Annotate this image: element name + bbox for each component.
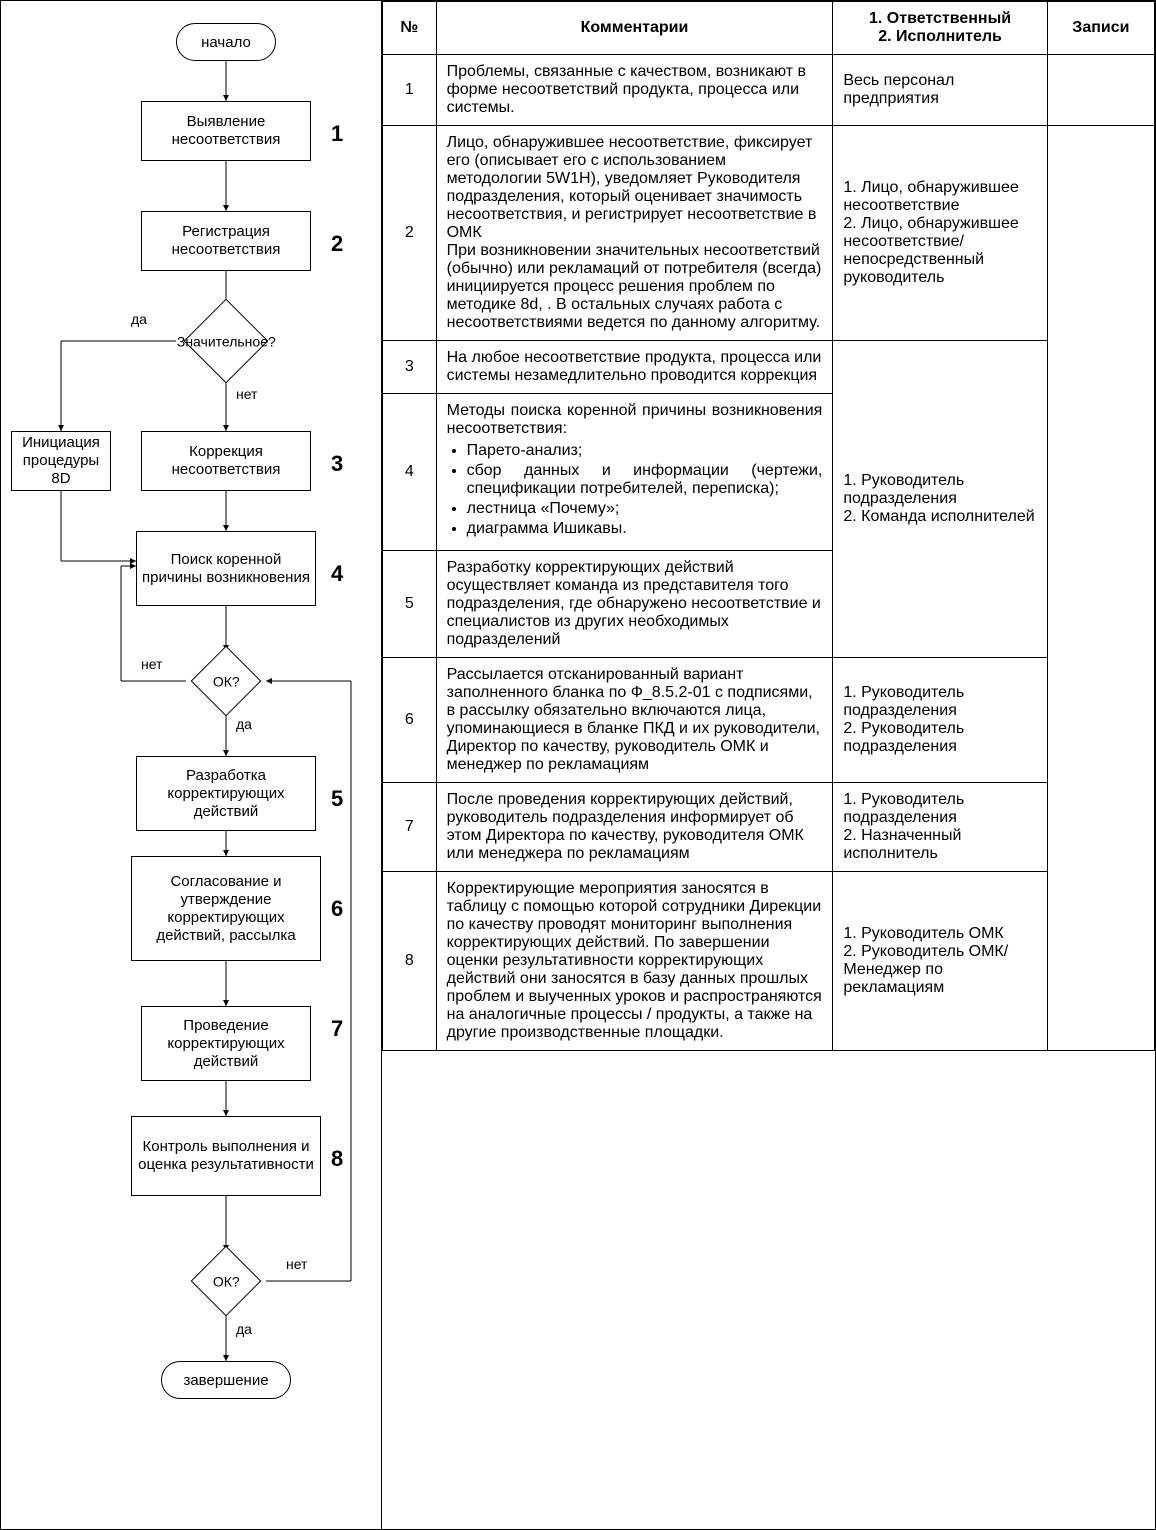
fc-start-terminal: начало [176,23,276,61]
flowchart-column: начало Выявление несоответствия 1 Регист… [1,1,381,1529]
fc-d3-no-label: нет [286,1256,307,1272]
fc-stepnum-4: 4 [331,561,343,587]
table-row: 1Проблемы, связанные с качеством, возник… [383,55,1155,126]
cell-num: 7 [383,783,437,872]
cell-num: 8 [383,872,437,1051]
fc-decision-ok2-text: ОК? [213,1273,240,1289]
fc-d2-no-label: нет [141,656,162,672]
cell-num: 1 [383,55,437,126]
cell-responsible: 1. Лицо, обнаружившее несоответствие 2. … [833,126,1047,341]
cell-responsible: 1. Руководитель подразделения 2. Руковод… [833,658,1047,783]
fc-node-1-text: Выявление несоответствия [146,113,306,149]
fc-node-8: Контроль выполнения и оценка результатив… [131,1116,321,1196]
cell-responsible: 1. Руководитель подразделения 2. Назначе… [833,783,1047,872]
cell-records [1047,55,1154,126]
fc-d1-yes-label: да [131,311,147,327]
fc-d3-yes-label: да [236,1321,252,1337]
cell-num: 6 [383,658,437,783]
fc-node-1: Выявление несоответствия [141,101,311,161]
cell-comment: Рассылается отсканированный вариант запо… [436,658,833,783]
cell-num: 4 [383,394,437,551]
fc-node-7-text: Проведение корректирующих действий [146,1017,306,1071]
cell-comment: Лицо, обнаружившее несоответствие, фикси… [436,126,833,341]
header-num: № [383,2,437,55]
fc-node-2: Регистрация несоответствия [141,211,311,271]
fc-d1-no-label: нет [236,386,257,402]
fc-end-terminal: завершение [161,1361,291,1399]
fc-stepnum-5: 5 [331,786,343,812]
fc-node-8d: Инициация процедуры 8D [11,431,111,491]
fc-node-3-text: Коррекция несоответствия [146,443,306,479]
cell-responsible: 1. Руководитель ОМК 2. Руководитель ОМК/… [833,872,1047,1051]
fc-node-3: Коррекция несоответствия [141,431,311,491]
fc-stepnum-2: 2 [331,231,343,257]
fc-node-8d-text: Инициация процедуры 8D [16,434,106,488]
table-row: 6Рассылается отсканированный вариант зап… [383,658,1155,783]
cell-comment: Методы поиска коренной причины возникнов… [436,394,833,551]
fc-node-7: Проведение корректирующих действий [141,1006,311,1081]
cell-num: 2 [383,126,437,341]
fc-node-4: Поиск коренной причины возникновения [136,531,316,606]
cell-comment: Корректирующие мероприятия заносятся в т… [436,872,833,1051]
header-comment: Комментарии [436,2,833,55]
fc-decision-ok1: ОК? [191,646,262,717]
fc-stepnum-8: 8 [331,1146,343,1172]
table-row: 8Корректирующие мероприятия заносятся в … [383,872,1155,1051]
fc-decision-significant: Значительное? [184,299,269,384]
cell-num: 5 [383,551,437,658]
table-row: 7После проведения корректирующих действи… [383,783,1155,872]
table-row: 3На любое несоответствие продукта, проце… [383,341,1155,394]
fc-end-label: завершение [183,1372,268,1389]
cell-records [1047,126,1154,1051]
fc-decision-ok2: ОК? [191,1246,262,1317]
fc-stepnum-3: 3 [331,451,343,477]
page-container: начало Выявление несоответствия 1 Регист… [0,0,1156,1530]
fc-start-label: начало [201,34,251,51]
fc-decision-significant-text: Значительное? [177,333,276,349]
fc-stepnum-1: 1 [331,121,343,147]
cell-comment: На любое несоответствие продукта, процес… [436,341,833,394]
cell-responsible: Весь персонал предприятия [833,55,1047,126]
cell-comment: Проблемы, связанные с качеством, возника… [436,55,833,126]
fc-stepnum-6: 6 [331,896,343,922]
table-body: 1Проблемы, связанные с качеством, возник… [383,55,1155,1051]
comments-table: № Комментарии 1. Ответственный 2. Исполн… [382,1,1155,1051]
cell-num: 3 [383,341,437,394]
fc-node-5-text: Разработка корректирующих действий [141,767,311,821]
header-records: Записи [1047,2,1154,55]
fc-node-6: Согласование и утверждение корректирующи… [131,856,321,961]
fc-node-2-text: Регистрация несоответствия [146,223,306,259]
cell-comment: После проведения корректирующих действий… [436,783,833,872]
fc-node-5: Разработка корректирующих действий [136,756,316,831]
table-header-row: № Комментарии 1. Ответственный 2. Исполн… [383,2,1155,55]
fc-node-6-text: Согласование и утверждение корректирующи… [136,873,316,945]
header-responsible: 1. Ответственный 2. Исполнитель [833,2,1047,55]
cell-comment: Разработку корректирующих действий осуще… [436,551,833,658]
fc-stepnum-7: 7 [331,1016,343,1042]
table-column: № Комментарии 1. Ответственный 2. Исполн… [381,1,1155,1529]
fc-node-4-text: Поиск коренной причины возникновения [141,551,311,587]
fc-node-8-text: Контроль выполнения и оценка результатив… [136,1138,316,1174]
fc-decision-ok1-text: ОК? [213,673,240,689]
table-row: 2Лицо, обнаружившее несоответствие, фикс… [383,126,1155,341]
fc-d2-yes-label: да [236,716,252,732]
cell-responsible: 1. Руководитель подразделения 2. Команда… [833,341,1047,658]
